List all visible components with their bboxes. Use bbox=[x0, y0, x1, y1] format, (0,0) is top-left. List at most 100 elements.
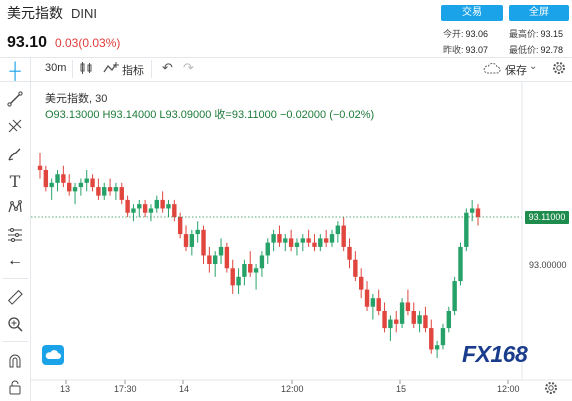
candle-body bbox=[248, 264, 253, 273]
cloud-button[interactable] bbox=[42, 345, 64, 365]
candle-body bbox=[172, 204, 177, 217]
candle-type-icon[interactable] bbox=[79, 61, 93, 80]
candle-body bbox=[370, 298, 376, 307]
candle-body bbox=[78, 182, 84, 188]
candle-body bbox=[189, 234, 195, 247]
candle-body bbox=[102, 187, 107, 196]
legend-ohlc: O93.13000 H93.14000 L93.09000 收=93.11000… bbox=[45, 109, 375, 121]
candle-body bbox=[429, 328, 434, 350]
cloud-icon bbox=[45, 350, 61, 359]
candle-body bbox=[300, 238, 305, 243]
pattern-tool-icon[interactable] bbox=[4, 196, 26, 218]
candle-body bbox=[207, 255, 212, 264]
candle-body bbox=[329, 234, 335, 243]
candle-body bbox=[195, 229, 200, 235]
indicators-icon[interactable] bbox=[103, 61, 119, 80]
redo-icon[interactable]: ↷ bbox=[183, 60, 194, 75]
legend-title: 美元指数, 30 bbox=[45, 93, 108, 105]
trade-button[interactable]: 交易 bbox=[441, 5, 503, 21]
candle-body bbox=[283, 238, 288, 243]
candle-body bbox=[446, 311, 451, 329]
candle-body bbox=[271, 234, 276, 243]
candle-body bbox=[394, 319, 399, 324]
stat-high: 最高价: 93.15 bbox=[509, 29, 564, 39]
candle-body bbox=[288, 238, 294, 247]
candle-body bbox=[236, 276, 241, 286]
left-toolbar-separator bbox=[3, 278, 28, 279]
toolbar-divider bbox=[72, 60, 73, 78]
candle-body bbox=[177, 217, 183, 235]
candle-body bbox=[440, 328, 446, 346]
crosshair-icon[interactable]: ┼ bbox=[9, 63, 21, 80]
time-axis-label: 17:30 bbox=[114, 384, 137, 394]
candle-body bbox=[55, 174, 60, 183]
candle-body bbox=[201, 229, 206, 256]
ruler-icon[interactable] bbox=[4, 286, 26, 308]
candle-body bbox=[242, 264, 247, 277]
candle-body bbox=[67, 182, 72, 192]
candle-body bbox=[259, 255, 265, 269]
candle-body bbox=[423, 315, 428, 329]
time-axis-label: 12:00 bbox=[497, 384, 520, 394]
indicators-button[interactable]: 指标 bbox=[122, 65, 144, 77]
candle-body bbox=[213, 255, 218, 264]
candle-body bbox=[475, 208, 481, 217]
candle-body bbox=[452, 281, 457, 311]
fullscreen-button[interactable]: 全屏 bbox=[509, 5, 569, 21]
candle-body bbox=[90, 178, 95, 188]
candle-body bbox=[160, 199, 165, 209]
chevron-down-icon[interactable]: ⌄ bbox=[529, 61, 538, 72]
fib-tool-icon[interactable] bbox=[4, 115, 26, 137]
candle-body bbox=[218, 246, 224, 256]
back-arrow-icon[interactable]: ← bbox=[7, 252, 23, 269]
zoom-in-icon[interactable] bbox=[4, 313, 26, 335]
candle-body bbox=[49, 182, 54, 188]
candle-body bbox=[84, 178, 89, 183]
lock-drawings-icon[interactable] bbox=[4, 376, 26, 398]
magnet-icon[interactable] bbox=[4, 350, 26, 372]
candle-body bbox=[434, 345, 440, 350]
candle-body bbox=[382, 311, 387, 329]
candle-body bbox=[277, 234, 282, 243]
candle-body bbox=[353, 259, 358, 277]
candle-body bbox=[43, 170, 49, 188]
candle-body bbox=[119, 187, 124, 200]
watermark-logo: FX168 bbox=[462, 341, 528, 367]
last-price: 93.10 bbox=[7, 34, 48, 51]
candle-body bbox=[364, 289, 370, 307]
interval-selector[interactable]: 30m bbox=[45, 62, 67, 74]
candle-body bbox=[376, 298, 381, 311]
cloud-save-icon[interactable] bbox=[483, 61, 501, 80]
trend-line-icon[interactable] bbox=[4, 88, 26, 110]
axis-settings-gear-icon[interactable] bbox=[544, 381, 558, 400]
candle-body bbox=[464, 212, 469, 247]
candle-body bbox=[323, 238, 329, 243]
candle-body bbox=[359, 276, 364, 290]
candle-body bbox=[72, 187, 78, 192]
brush-icon[interactable] bbox=[4, 143, 26, 165]
candle-body bbox=[399, 302, 405, 324]
candle-body bbox=[341, 225, 346, 247]
candle-body bbox=[265, 242, 270, 256]
candle-body bbox=[253, 268, 259, 273]
save-button[interactable]: 保存 bbox=[505, 65, 527, 77]
undo-icon[interactable]: ↶ bbox=[162, 60, 173, 75]
stat-open: 今开: 93.06 bbox=[443, 29, 489, 39]
candle-body bbox=[469, 208, 475, 213]
toolbar-divider bbox=[151, 60, 152, 78]
text-tool-icon[interactable]: T bbox=[9, 171, 21, 191]
candle-body bbox=[113, 187, 119, 192]
candle-body bbox=[405, 302, 411, 311]
candle-body bbox=[388, 319, 393, 329]
candle-body bbox=[154, 199, 159, 209]
settings-gear-icon[interactable] bbox=[552, 61, 566, 80]
candle-body bbox=[183, 234, 189, 247]
current-price-tag: 93.11000 bbox=[525, 211, 569, 224]
forecast-tool-icon[interactable] bbox=[4, 223, 26, 245]
left-toolbar-divider bbox=[30, 58, 31, 401]
price-change: 0.03(0.03%) bbox=[55, 36, 121, 50]
candle-body bbox=[37, 165, 43, 170]
candle-body bbox=[230, 268, 235, 286]
candle-body bbox=[131, 208, 136, 213]
